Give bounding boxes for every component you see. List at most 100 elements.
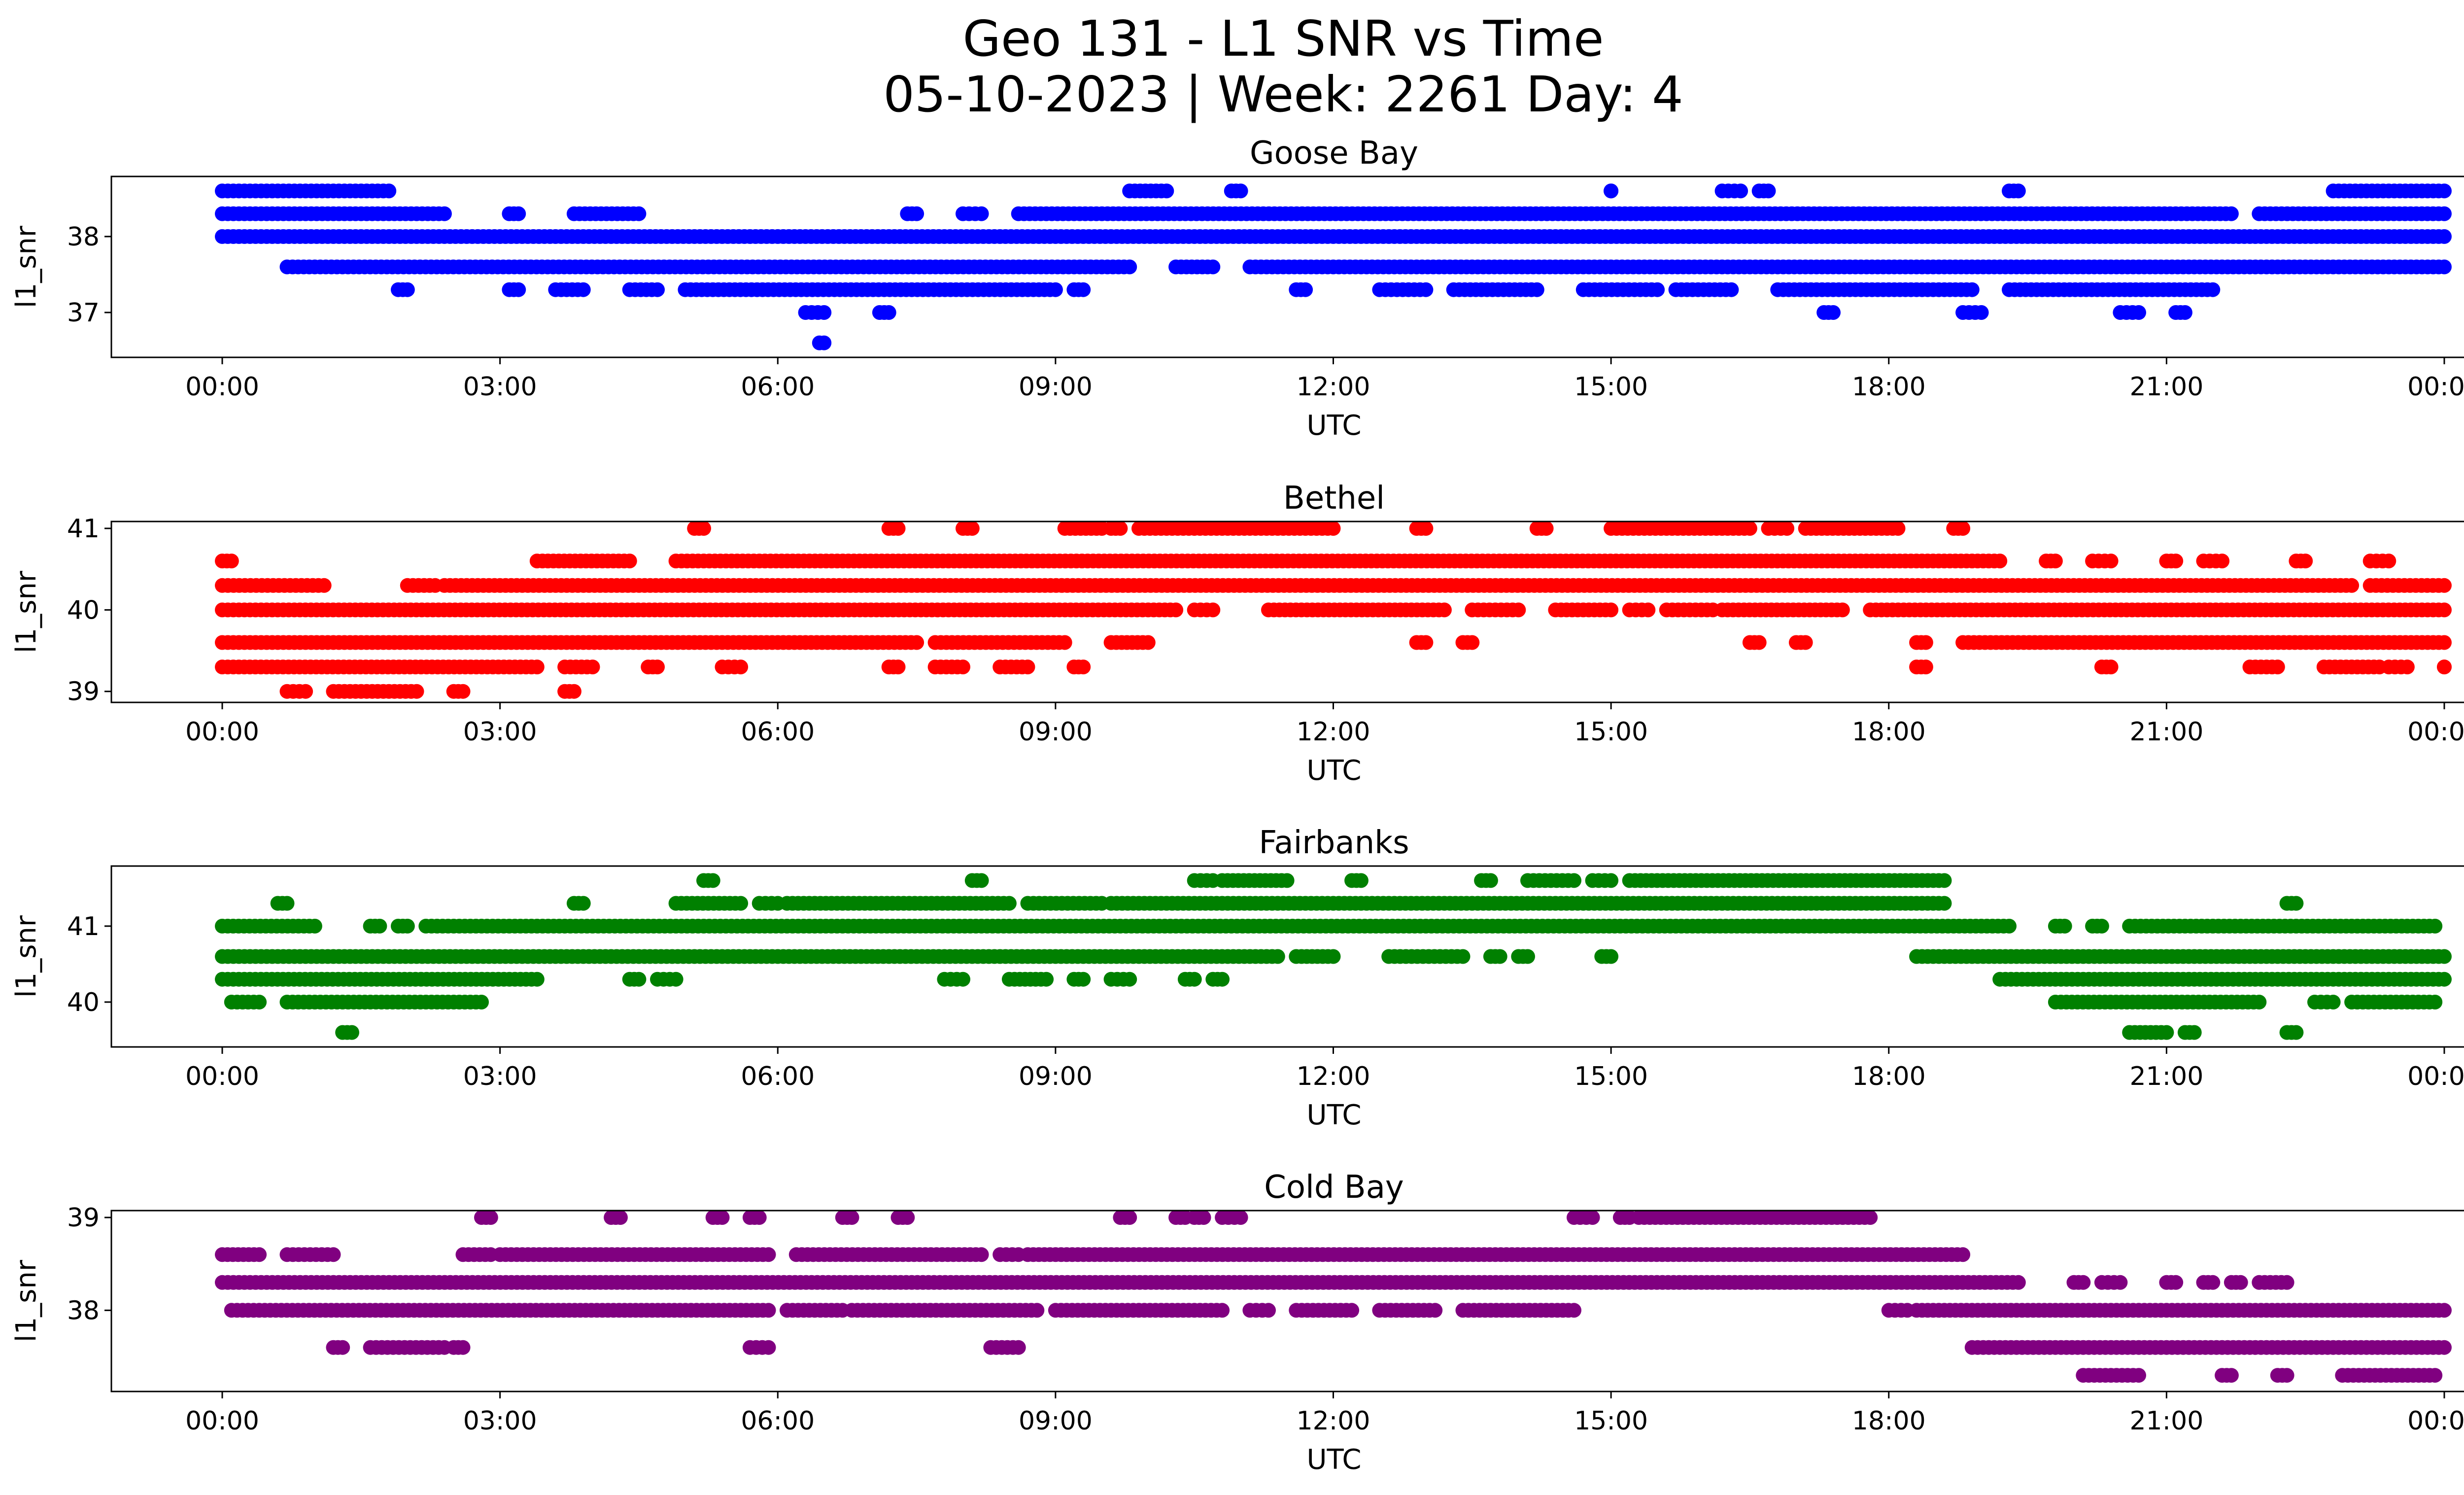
data-point [1465,635,1480,650]
data-point [2131,305,2146,320]
x-axis-label: UTC [1306,1099,1361,1131]
data-point [622,554,637,569]
data-point [1437,602,1452,618]
x-tick-label: 06:00 [741,1062,815,1091]
data-point [1964,282,1980,297]
data-point [1751,635,1767,650]
data-point [1418,521,1434,536]
scatter-series-goose-bay [215,183,2452,350]
data-point [1076,972,1091,987]
data-point [1890,521,1906,536]
data-point [1604,602,1619,618]
x-tick-label: 03:00 [463,372,537,402]
data-point [529,972,545,987]
data-point [381,183,397,199]
data-point [2011,183,2026,199]
data-point [1567,873,1581,888]
x-tick-label: 18:00 [1852,717,1926,747]
x-axis-label: UTC [1306,755,1361,787]
data-point [2399,660,2415,675]
x-tick-label: 12:00 [1297,372,1370,402]
x-tick-label: 21:00 [2129,717,2203,747]
data-point [1780,521,1795,536]
data-point [2224,206,2239,221]
data-point [2177,305,2192,320]
data-point [705,873,720,888]
data-point [1733,183,1748,199]
data-point [1863,1210,1878,1225]
data-point [1187,972,1202,987]
x-tick-label: 18:00 [1852,372,1926,402]
x-tick-label: 00:00 [2407,1062,2464,1091]
data-point [909,635,924,650]
data-point [344,1025,359,1040]
subplot-title: Cold Bay [1264,1169,1404,1206]
data-point [844,1210,859,1225]
data-point [668,972,684,987]
data-point [2437,259,2452,275]
y-axis-label: l1_snr [10,570,42,653]
data-point [307,918,322,934]
data-point [2215,554,2230,569]
data-point [2437,660,2452,675]
data-point [2252,995,2267,1009]
x-tick-label: 00:00 [185,1062,259,1091]
data-point [900,1210,915,1225]
data-point [1937,873,1952,888]
data-point [1020,660,1035,675]
y-axis-label: l1_snr [10,915,42,998]
data-point [1279,873,1295,888]
data-point [511,206,526,221]
data-point [2298,554,2313,569]
data-point [1168,602,1184,618]
data-point [1539,521,1554,536]
data-point [1001,896,1017,911]
data-point [1604,183,1619,199]
data-point [1520,949,1535,964]
data-point [1724,282,1739,297]
data-point [224,554,239,569]
x-tick-label: 21:00 [2129,1062,2203,1091]
data-point [409,684,424,699]
data-point [252,1247,267,1262]
data-point [956,660,970,675]
data-point [1511,602,1526,618]
data-point [1039,972,1054,987]
data-point [890,521,906,536]
data-point [298,684,313,699]
data-point [1353,873,1369,888]
data-point [1641,602,1656,618]
data-point [2437,949,2452,964]
data-point [566,684,582,699]
y-tick-label: 39 [67,677,100,707]
x-tick-label: 06:00 [741,717,815,747]
data-point [1298,282,1313,297]
data-point [2187,1025,2202,1040]
data-point [2326,995,2341,1009]
data-point [2344,578,2360,593]
x-tick-label: 12:00 [1297,717,1370,747]
data-point [2381,554,2396,569]
data-point [2094,918,2109,934]
data-point [1826,305,1841,320]
data-point [2437,578,2452,593]
data-point [1159,183,1174,199]
data-point [1326,521,1341,536]
data-point [974,1247,989,1262]
data-point [1122,972,1137,987]
data-point [2437,229,2452,244]
data-point [1742,521,1757,536]
x-tick-label: 15:00 [1574,1062,1648,1091]
data-point [761,1247,776,1262]
data-point [1205,602,1221,618]
x-tick-label: 21:00 [2129,372,2203,402]
data-point [1326,949,1341,964]
data-point [437,206,452,221]
data-point [2159,1025,2174,1040]
data-point [715,1210,730,1225]
data-point [316,578,332,593]
data-point [2437,635,2452,650]
data-point [2289,1025,2304,1040]
